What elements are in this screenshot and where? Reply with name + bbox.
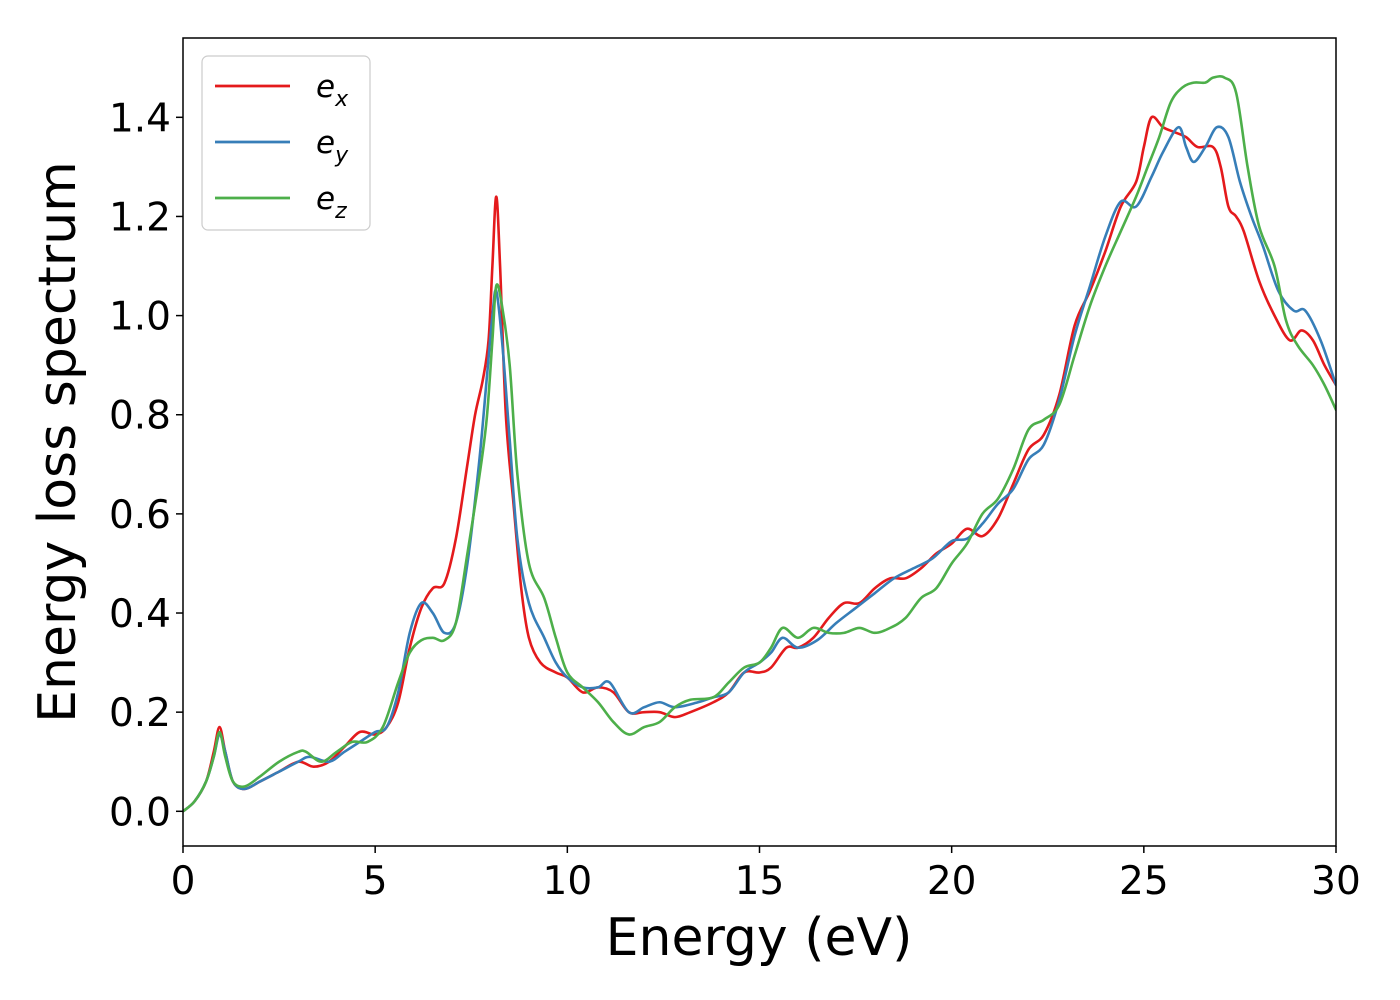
legend-items: ex ey ez	[215, 69, 349, 224]
y-tick-label: 1.0	[109, 295, 171, 340]
y-tick-label: 0.8	[109, 394, 171, 439]
x-tick-label: 10	[543, 859, 593, 904]
y-tick-label: 1.2	[109, 195, 171, 240]
y-axis-ticks: 0.0 0.2 0.4 0.6 0.8 1.0 1.2 1.4	[109, 96, 183, 835]
x-tick-label: 20	[927, 859, 977, 904]
y-tick-label: 0.6	[109, 493, 171, 538]
legend: ex ey ez	[201, 55, 371, 231]
y-tick-label: 0.2	[109, 691, 171, 736]
legend-label-x: ex	[316, 69, 349, 112]
legend-label-y: ey	[316, 125, 349, 168]
x-axis-ticks: 0 5 10 15 20 25 30	[171, 846, 1361, 904]
y-tick-label: 0.4	[109, 592, 171, 637]
x-tick-label: 0	[171, 859, 196, 904]
x-tick-label: 30	[1311, 859, 1361, 904]
y-tick-label: 0.0	[109, 790, 171, 835]
x-axis-label: Energy (eV)	[606, 908, 913, 968]
plot-area	[182, 37, 1337, 847]
series-line-z	[183, 75, 1336, 813]
legend-label-z: ez	[316, 181, 347, 224]
series-line-y	[183, 125, 1336, 813]
y-tick-label: 1.4	[109, 96, 171, 141]
y-axis-label: Energy loss spectrum	[28, 161, 88, 723]
x-tick-label: 25	[1119, 859, 1169, 904]
x-tick-label: 15	[735, 859, 785, 904]
series-layer	[183, 75, 1336, 813]
x-tick-label: 5	[363, 859, 388, 904]
